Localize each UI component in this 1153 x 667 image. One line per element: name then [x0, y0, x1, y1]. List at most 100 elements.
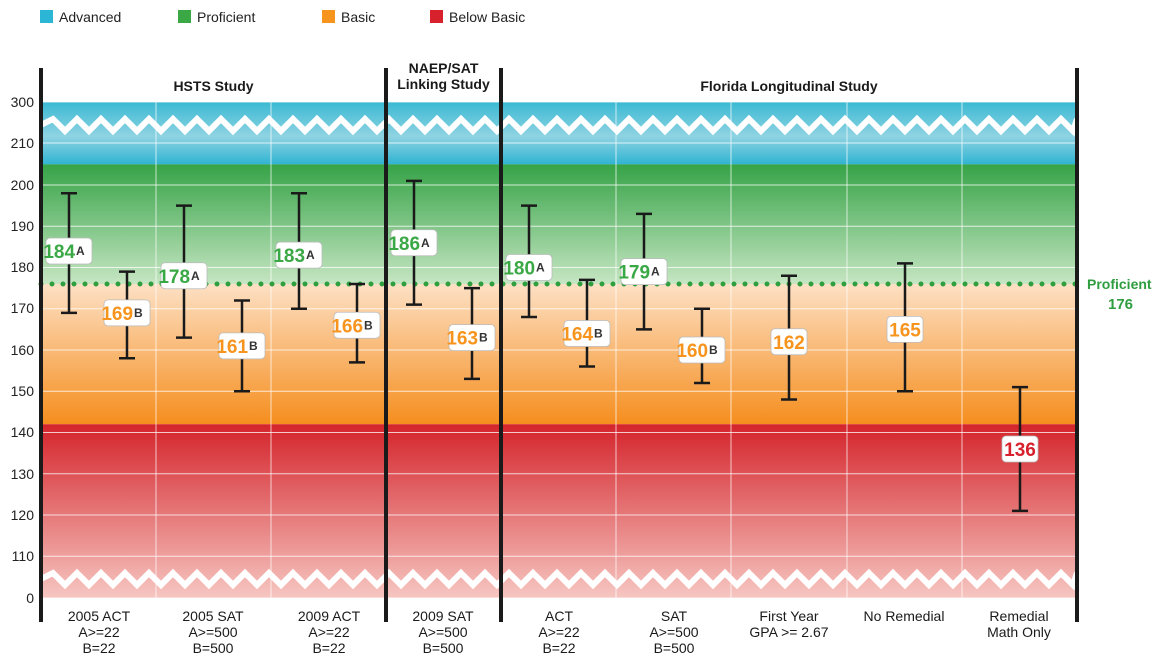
- data-label-suffix: A: [191, 269, 200, 283]
- legend-item-advanced: Advanced: [40, 9, 121, 25]
- proficient-line-label: Proficient: [1087, 276, 1152, 292]
- value-label-box: [45, 237, 93, 265]
- data-point-4-B: 164B: [561, 278, 611, 368]
- y-tick-label: 0: [26, 590, 34, 606]
- data-point-2-B: 166B: [331, 282, 381, 364]
- data-label-suffix: B: [134, 306, 143, 320]
- study-title: Linking Study: [397, 76, 490, 92]
- band-advanced: [41, 102, 1077, 165]
- data-label-value: 136: [1004, 440, 1036, 461]
- legend-item-below-basic: Below Basic: [430, 9, 525, 25]
- x-category-line: 2005 ACT: [68, 608, 131, 624]
- x-category-line: B=500: [193, 640, 234, 656]
- y-tick-label: 300: [11, 94, 35, 110]
- data-label: 184A: [43, 242, 85, 263]
- x-category-line: ACT: [545, 608, 573, 624]
- y-tick-label: 140: [11, 424, 35, 440]
- legend-swatch: [322, 10, 335, 23]
- data-label: 161B: [216, 337, 258, 358]
- y-tick-label: 160: [11, 342, 35, 358]
- data-label-suffix: B: [249, 339, 258, 353]
- data-point-0-B: 169B: [101, 270, 151, 360]
- value-label-box: [678, 336, 726, 364]
- value-label-box: [1001, 435, 1039, 463]
- band-basic: [41, 284, 1077, 425]
- legend-item-basic: Basic: [322, 9, 375, 25]
- data-point-1-A: 178A: [158, 204, 208, 339]
- data-label-value: 180: [503, 259, 535, 280]
- legend-swatch: [40, 10, 53, 23]
- data-point-8-C: 136: [1001, 385, 1039, 513]
- axis-break-bottom: [39, 568, 1080, 591]
- x-category-line: No Remedial: [864, 608, 945, 624]
- x-category-line: Math Only: [987, 624, 1051, 640]
- value-label-box: [770, 328, 808, 356]
- value-label-box: [333, 311, 381, 339]
- data-label-suffix: A: [536, 261, 545, 275]
- legend-label: Proficient: [197, 9, 255, 25]
- data-label-suffix: B: [709, 343, 718, 357]
- x-category-line: A>=22: [538, 624, 579, 640]
- data-label-value: 166: [331, 316, 363, 337]
- value-label-box: [275, 241, 323, 269]
- y-tick-label: 180: [11, 259, 35, 275]
- x-category-line: Remedial: [989, 608, 1048, 624]
- data-label-suffix: A: [651, 265, 660, 279]
- value-label-box: [886, 315, 924, 343]
- data-label: 178A: [158, 267, 200, 288]
- x-category-line: A>=500: [649, 624, 698, 640]
- x-category-line: B=22: [312, 640, 345, 656]
- x-category-line: First Year: [759, 608, 818, 624]
- data-label: 160B: [676, 341, 718, 362]
- x-category-line: A>=500: [418, 624, 467, 640]
- data-label-value: 163: [446, 329, 478, 350]
- legend-label: Basic: [341, 9, 375, 25]
- y-tick-label: 190: [11, 218, 35, 234]
- x-category-line: 2005 SAT: [182, 608, 244, 624]
- y-tick-label: 200: [11, 177, 35, 193]
- data-label: 136: [1004, 440, 1036, 461]
- value-label-box: [505, 254, 553, 281]
- data-label: 183A: [273, 246, 315, 267]
- data-label: 162: [773, 333, 805, 354]
- legend-label: Advanced: [59, 9, 121, 25]
- band-below-basic: [41, 424, 1077, 598]
- data-label-value: 164: [561, 325, 593, 346]
- data-label: 165: [889, 320, 921, 341]
- x-category-line: B=500: [423, 640, 464, 656]
- data-label: 179A: [618, 263, 660, 284]
- data-label-value: 183: [273, 246, 305, 267]
- x-category-line: A>=22: [78, 624, 119, 640]
- y-tick-label: 150: [11, 383, 35, 399]
- data-label-suffix: B: [364, 318, 373, 332]
- x-category-line: A>=22: [308, 624, 349, 640]
- axis-break-top: [39, 114, 1080, 137]
- data-label-value: 161: [216, 337, 248, 358]
- data-label-suffix: B: [594, 327, 603, 341]
- data-label: 186A: [388, 234, 430, 255]
- study-title: Florida Longitudinal Study: [700, 78, 878, 94]
- y-tick-label: 130: [11, 466, 35, 482]
- proficient-line-value: 176: [1108, 296, 1133, 313]
- value-label-box: [448, 324, 496, 352]
- y-axis-ticks: 300 210 200 190 180 170 160 150 140 130 120 110 0: [11, 94, 35, 606]
- data-label-suffix: A: [421, 236, 430, 250]
- value-label-box: [103, 299, 151, 327]
- data-label: 180A: [503, 259, 545, 280]
- study-title: NAEP/SAT: [409, 60, 479, 76]
- x-category-line: B=500: [654, 640, 695, 656]
- value-label-box: [563, 320, 611, 347]
- value-label-box: [620, 258, 668, 286]
- data-label-value: 160: [676, 341, 708, 362]
- data-point-3-A: 186A: [388, 179, 438, 306]
- data-point-6-C: 162: [770, 274, 808, 401]
- data-label-value: 178: [158, 267, 190, 288]
